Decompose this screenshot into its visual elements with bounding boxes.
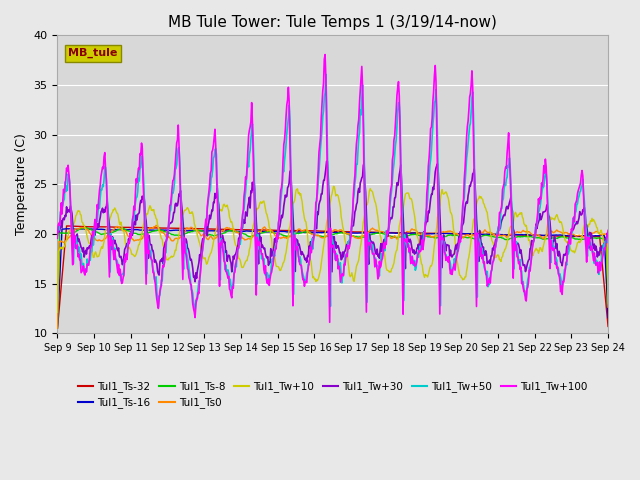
Legend: Tul1_Ts-32, Tul1_Ts-16, Tul1_Ts-8, Tul1_Ts0, Tul1_Tw+10, Tul1_Tw+30, Tul1_Tw+50,: Tul1_Ts-32, Tul1_Ts-16, Tul1_Ts-8, Tul1_… [74, 377, 592, 412]
Title: MB Tule Tower: Tule Temps 1 (3/19/14-now): MB Tule Tower: Tule Temps 1 (3/19/14-now… [168, 15, 497, 30]
Text: MB_tule: MB_tule [68, 48, 118, 59]
Y-axis label: Temperature (C): Temperature (C) [15, 133, 28, 235]
